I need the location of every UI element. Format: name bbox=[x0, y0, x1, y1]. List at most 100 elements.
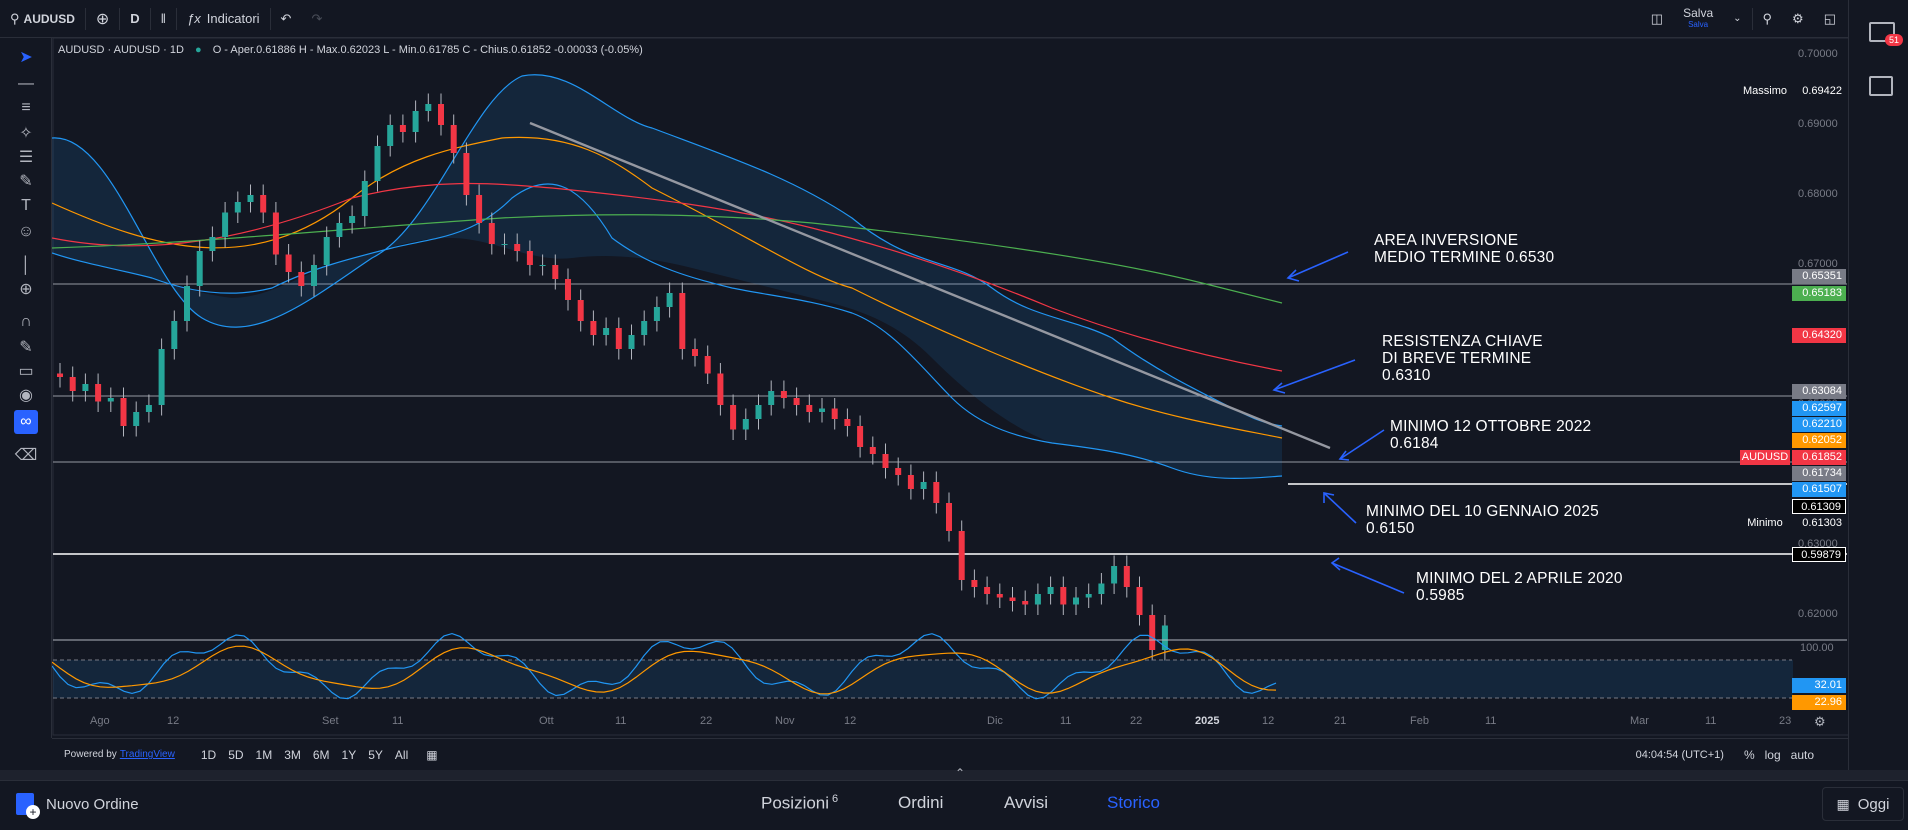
lock-drawing-icon[interactable]: ✎ bbox=[19, 339, 33, 356]
redo-button[interactable]: ↷ bbox=[301, 0, 332, 38]
price-axis-tick: 0.70000 bbox=[1798, 48, 1838, 60]
candle-body bbox=[1034, 594, 1041, 605]
candle-body bbox=[438, 104, 444, 125]
mail-button[interactable] bbox=[1869, 22, 1895, 42]
undo-button[interactable]: ↶ bbox=[271, 0, 302, 38]
ruler-icon[interactable]: │ bbox=[21, 257, 31, 274]
date-range-icon[interactable]: ▦ bbox=[426, 747, 438, 762]
text-icon[interactable]: T bbox=[21, 197, 31, 214]
tab-alerts[interactable]: Avvisi bbox=[1004, 793, 1049, 812]
tradingview-link[interactable]: TradingView bbox=[119, 749, 175, 760]
candle-body bbox=[1022, 601, 1029, 605]
tab-history[interactable]: Storico bbox=[1107, 793, 1160, 812]
snapshot-button[interactable]: ◱ bbox=[1814, 0, 1846, 38]
clock[interactable]: 04:04:54 (UTC+1) bbox=[1635, 748, 1724, 761]
ema-200-line[interactable] bbox=[52, 214, 1283, 304]
right-panel: 51 bbox=[1848, 0, 1908, 770]
emoji-icon[interactable]: ☺ bbox=[17, 223, 35, 240]
stoch-d-tag: 22.96 bbox=[1792, 695, 1846, 710]
price-axis-tick: 0.67000 bbox=[1798, 258, 1838, 270]
today-button[interactable]: ▦ Oggi bbox=[1822, 787, 1904, 821]
cursor-icon[interactable]: ➤ bbox=[19, 49, 33, 66]
candle-body bbox=[184, 286, 190, 321]
fib-icon[interactable]: ≡ bbox=[21, 99, 31, 116]
downtrend-line[interactable] bbox=[529, 121, 1331, 450]
candle-body bbox=[831, 408, 838, 419]
candle-body bbox=[399, 125, 406, 132]
timeframe-5y[interactable]: 5Y bbox=[368, 747, 383, 762]
stoch-d-line[interactable] bbox=[52, 645, 1277, 695]
ema-50-line[interactable] bbox=[52, 182, 1283, 372]
percent-toggle[interactable]: % bbox=[1743, 747, 1755, 762]
timeframe-1y[interactable]: 1Y bbox=[341, 747, 357, 762]
log-toggle[interactable]: log bbox=[1764, 747, 1781, 762]
candles-icon: ‖ bbox=[160, 11, 167, 26]
auto-toggle[interactable]: auto bbox=[1790, 747, 1814, 762]
time-axis-tick: 22 bbox=[1130, 715, 1143, 727]
save-button[interactable]: Salva Salva bbox=[1673, 0, 1723, 38]
indicators-button[interactable]: ƒx Indicatori bbox=[177, 0, 269, 38]
link-icon[interactable]: ∞ bbox=[14, 410, 38, 434]
top-toolbar: ⚲ AUDUSD ⊕ D ‖ ƒx Indicatori ↶ ↷ ◫ Salva… bbox=[0, 0, 1908, 38]
candle-body bbox=[336, 223, 343, 237]
candle-body bbox=[95, 384, 102, 402]
axis-settings-icon[interactable]: ⚙ bbox=[1814, 714, 1826, 729]
timeframe-3m[interactable]: 3M bbox=[284, 747, 301, 762]
candle-body bbox=[590, 321, 597, 335]
compare-button[interactable]: ⊕ bbox=[86, 0, 119, 38]
time-axis-tick: 11 bbox=[615, 715, 627, 727]
time-axis-tick: Nov bbox=[775, 715, 795, 727]
timeframe-1d[interactable]: 1D bbox=[200, 747, 217, 762]
price-tag: 0.63084 bbox=[1792, 384, 1846, 399]
ema-20-line[interactable] bbox=[52, 136, 1283, 439]
timeframe-1m[interactable]: 1M bbox=[255, 747, 273, 762]
annotation-arrows bbox=[1272, 251, 1405, 594]
powered-by: Powered by bbox=[64, 749, 117, 760]
quick-search-button[interactable]: ⚲ bbox=[1753, 0, 1783, 38]
tab-orders[interactable]: Ordini bbox=[898, 793, 944, 812]
eye-icon[interactable]: ◉ bbox=[19, 387, 33, 404]
layout-button[interactable]: ◫ bbox=[1641, 0, 1673, 38]
price-tag: 0.64320 bbox=[1792, 328, 1846, 343]
candle-body bbox=[1149, 615, 1156, 650]
interval-button[interactable]: D bbox=[120, 0, 149, 38]
save-label: Salva bbox=[1683, 5, 1714, 20]
candle-body bbox=[730, 405, 737, 430]
forecast-icon[interactable]: ☰ bbox=[18, 149, 34, 166]
stoch-k-line[interactable] bbox=[52, 632, 1277, 700]
candle-body bbox=[946, 503, 952, 531]
time-axis-tick: 12 bbox=[1262, 715, 1275, 727]
chart-type-button[interactable]: ‖ bbox=[151, 0, 176, 38]
magnet-icon[interactable]: ∩ bbox=[20, 313, 32, 330]
candle-body bbox=[958, 531, 965, 580]
lock-icon[interactable]: ▭ bbox=[18, 363, 34, 380]
candle-body bbox=[933, 482, 940, 503]
candle-body bbox=[209, 237, 216, 251]
time-axis-tick: Ott bbox=[539, 715, 554, 727]
tab-positions[interactable]: Posizioni 6 bbox=[761, 793, 838, 814]
timeframe-5d[interactable]: 5D bbox=[228, 747, 244, 762]
timeframe-all[interactable]: All bbox=[394, 747, 409, 762]
panel-resize-handle[interactable]: ⌃ bbox=[0, 766, 1908, 780]
candle-body bbox=[971, 580, 978, 587]
candle-body bbox=[552, 265, 559, 279]
candle-body bbox=[653, 307, 660, 321]
candle-body bbox=[1161, 625, 1168, 650]
symbol-search[interactable]: ⚲ AUDUSD bbox=[0, 0, 85, 38]
new-order-button[interactable]: + Nuovo Ordine bbox=[16, 793, 139, 819]
tab-positions-label: Posizioni bbox=[761, 793, 830, 813]
candle-body bbox=[57, 373, 63, 377]
redo-icon: ↷ bbox=[311, 10, 323, 26]
price-axis-tick: 0.68000 bbox=[1798, 188, 1838, 200]
timeframe-buttons: 1D 5D 1M 3M 6M 1Y 5Y All bbox=[195, 748, 414, 762]
zoom-in-icon[interactable]: ⊕ bbox=[19, 281, 33, 298]
price-chart[interactable] bbox=[52, 38, 1848, 738]
save-dropdown[interactable]: ⌄ bbox=[1723, 0, 1751, 38]
settings-button[interactable]: ⚙ bbox=[1782, 0, 1814, 38]
news-button[interactable] bbox=[1869, 76, 1893, 96]
trendline-icon[interactable]: — bbox=[18, 75, 34, 92]
pattern-icon[interactable]: ✧ bbox=[19, 125, 33, 142]
brush-icon[interactable]: ✎ bbox=[19, 173, 33, 190]
trash-icon[interactable]: ⌫ bbox=[14, 447, 38, 464]
timeframe-6m[interactable]: 6M bbox=[312, 747, 330, 762]
